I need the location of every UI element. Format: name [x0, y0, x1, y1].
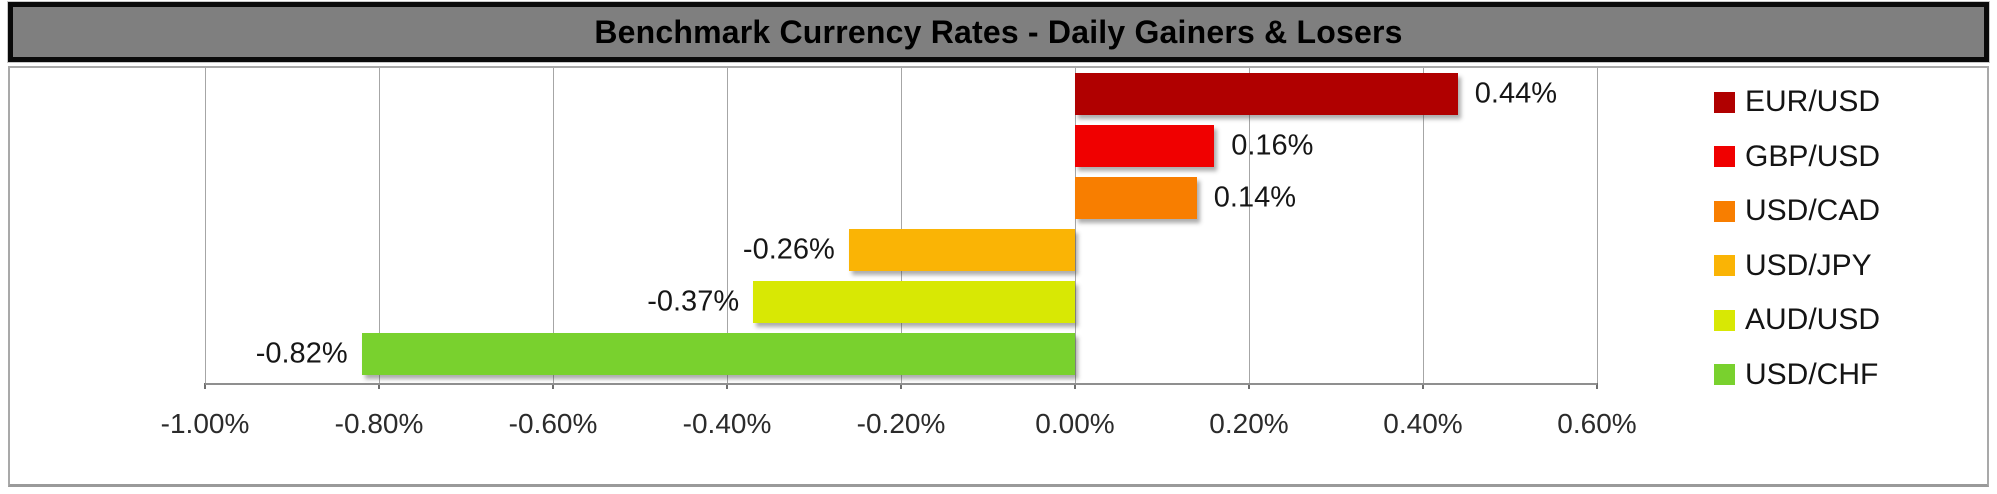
- legend-label: AUD/USD: [1745, 303, 1881, 337]
- legend-item-gbp-usd[interactable]: GBP/USD: [1714, 140, 1974, 174]
- x-axis-tick-label: -0.60%: [508, 408, 598, 439]
- bar-value-label: 0.16%: [1231, 129, 1314, 162]
- axis-tick: [900, 383, 902, 389]
- legend-swatch-icon: [1714, 255, 1735, 277]
- axis-tick: [552, 383, 554, 389]
- bar-value-label: -0.26%: [742, 233, 835, 266]
- axis-tick: [378, 383, 380, 389]
- axis-tick: [204, 383, 206, 389]
- bar-usd-chf[interactable]: [361, 333, 1075, 375]
- legend-swatch-icon: [1714, 146, 1735, 168]
- x-axis-tick-label: 0.60%: [1557, 408, 1637, 439]
- x-axis-tick-label: -1.00%: [160, 408, 250, 439]
- gridline: [1423, 68, 1424, 383]
- bar-usd-jpy[interactable]: [848, 229, 1075, 271]
- chart-title-bar: Benchmark Currency Rates - Daily Gainers…: [8, 2, 1989, 62]
- legend-item-usd-chf[interactable]: USD/CHF: [1714, 358, 1974, 392]
- legend-label: GBP/USD: [1745, 139, 1881, 173]
- bar-usd-cad[interactable]: [1075, 177, 1197, 219]
- legend-swatch-icon: [1714, 309, 1735, 331]
- legend-item-usd-jpy[interactable]: USD/JPY: [1714, 249, 1974, 283]
- x-axis-line: [205, 383, 1597, 385]
- gridline: [379, 68, 380, 383]
- axis-tick: [1074, 383, 1076, 389]
- axis-tick: [1248, 383, 1250, 389]
- x-axis-tick-label: 0.00%: [1035, 408, 1115, 439]
- axis-tick: [1596, 383, 1598, 389]
- legend-swatch-icon: [1714, 200, 1735, 222]
- bar-gbp-usd[interactable]: [1075, 125, 1215, 167]
- x-axis-tick-label: -0.20%: [856, 408, 946, 439]
- legend-label: EUR/USD: [1745, 85, 1881, 119]
- axis-tick: [726, 383, 728, 389]
- chart-title: Benchmark Currency Rates - Daily Gainers…: [594, 13, 1403, 50]
- bar-value-label: 0.14%: [1213, 181, 1297, 214]
- bar-value-label: 0.44%: [1474, 77, 1558, 110]
- gridline: [1249, 68, 1250, 383]
- axis-tick: [1422, 383, 1424, 389]
- gridline: [1075, 68, 1076, 383]
- legend-swatch-icon: [1714, 91, 1735, 113]
- legend-label: USD/JPY: [1745, 248, 1872, 282]
- bar-aud-usd[interactable]: [753, 281, 1075, 323]
- x-axis-tick-label: 0.40%: [1383, 408, 1463, 439]
- gridline: [1597, 68, 1598, 383]
- gridline: [901, 68, 902, 383]
- chart-legend: EUR/USD GBP/USD USD/CAD USD/JPY AUD/USD USD/C…: [1714, 75, 1974, 402]
- gridline: [205, 68, 206, 383]
- bar-eur-usd[interactable]: [1075, 73, 1458, 115]
- chart-plot-container: [8, 66, 1989, 487]
- legend-item-usd-cad[interactable]: USD/CAD: [1714, 194, 1974, 228]
- legend-label: USD/CHF: [1745, 357, 1879, 391]
- bar-value-label: -0.82%: [255, 337, 348, 370]
- x-axis-tick-label: 0.20%: [1209, 408, 1289, 439]
- legend-label: USD/CAD: [1745, 194, 1881, 228]
- legend-item-aud-usd[interactable]: AUD/USD: [1714, 303, 1974, 337]
- gridline: [727, 68, 728, 383]
- x-axis-tick-label: -0.40%: [682, 408, 772, 439]
- x-axis-tick-label: -0.80%: [334, 408, 424, 439]
- bar-value-label: -0.37%: [647, 285, 740, 318]
- legend-item-eur-usd[interactable]: EUR/USD: [1714, 85, 1974, 119]
- gridline: [553, 68, 554, 383]
- legend-swatch-icon: [1714, 364, 1735, 386]
